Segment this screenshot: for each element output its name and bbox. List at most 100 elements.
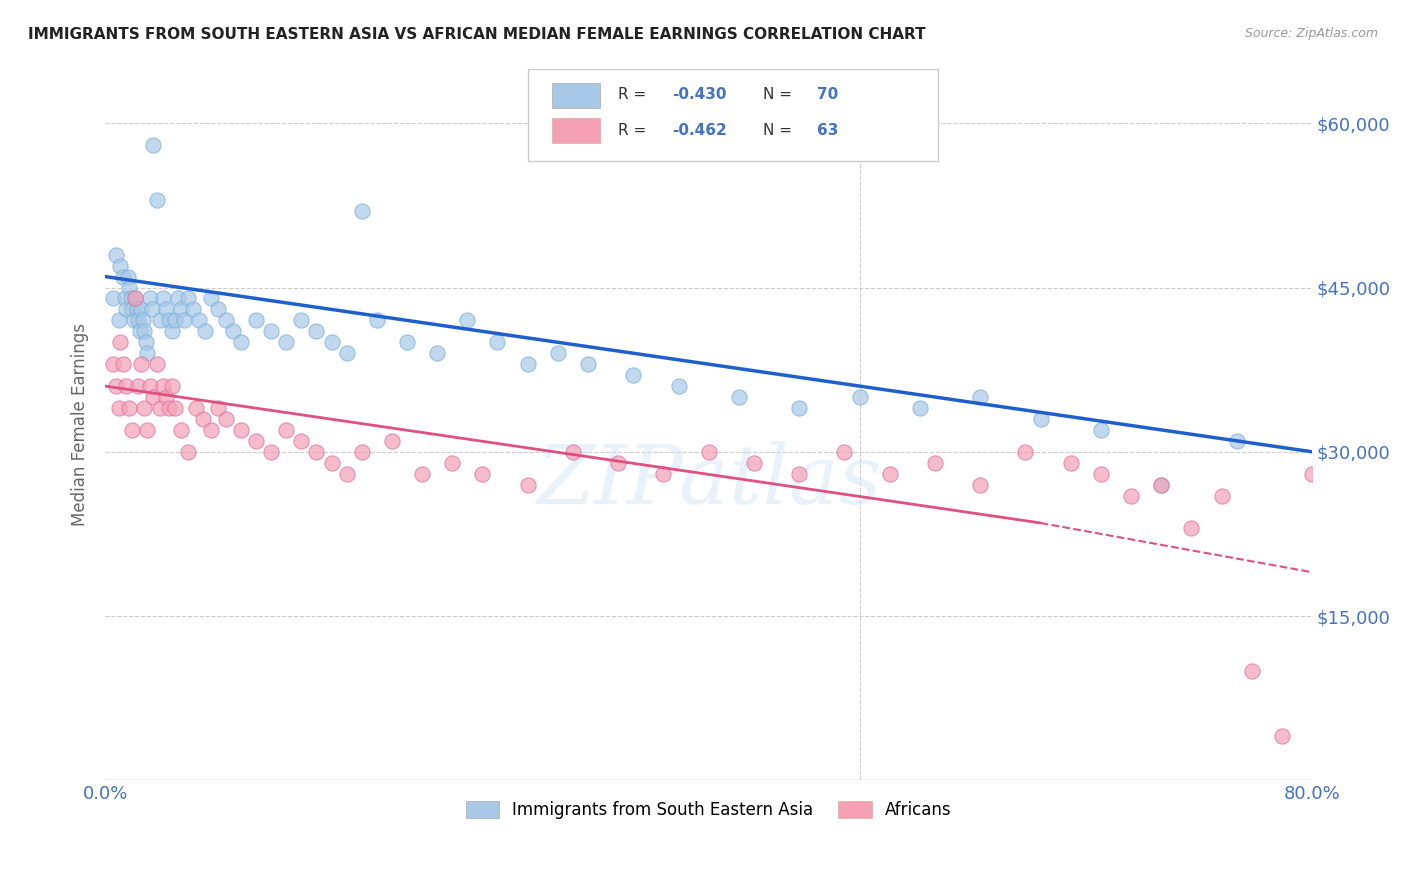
Point xyxy=(118,401,141,415)
Point xyxy=(697,444,720,458)
Point xyxy=(139,379,162,393)
Point xyxy=(121,302,143,317)
Point xyxy=(561,444,583,458)
Point xyxy=(139,292,162,306)
Point xyxy=(127,379,149,393)
FancyBboxPatch shape xyxy=(527,69,938,161)
Text: -0.430: -0.430 xyxy=(672,87,727,103)
Point xyxy=(276,423,298,437)
FancyBboxPatch shape xyxy=(551,119,600,144)
Point xyxy=(441,456,464,470)
Point xyxy=(652,467,675,481)
Point xyxy=(908,401,931,415)
Point xyxy=(222,324,245,338)
Point xyxy=(134,401,156,415)
Point xyxy=(1090,467,1112,481)
Point xyxy=(290,434,312,448)
Point xyxy=(1211,489,1233,503)
Point xyxy=(742,456,765,470)
Point xyxy=(131,302,153,317)
Point xyxy=(136,346,159,360)
Point xyxy=(157,401,180,415)
Point xyxy=(207,401,229,415)
Point xyxy=(260,444,283,458)
Point xyxy=(160,379,183,393)
Point xyxy=(163,313,186,327)
Point xyxy=(141,302,163,317)
Point xyxy=(145,193,167,207)
Point xyxy=(110,259,132,273)
Point xyxy=(169,302,191,317)
Point xyxy=(621,368,644,383)
Point xyxy=(107,401,129,415)
Point xyxy=(163,401,186,415)
Point xyxy=(350,444,373,458)
Point xyxy=(117,269,139,284)
Point xyxy=(305,324,328,338)
Point xyxy=(127,313,149,327)
Point xyxy=(155,302,177,317)
Point xyxy=(142,138,165,153)
Point xyxy=(145,357,167,371)
Point xyxy=(245,313,267,327)
Point xyxy=(112,269,135,284)
Point xyxy=(129,324,152,338)
Point xyxy=(215,412,238,426)
Point xyxy=(1090,423,1112,437)
Point xyxy=(1301,467,1323,481)
Point xyxy=(115,302,138,317)
Point xyxy=(200,423,222,437)
Point xyxy=(157,313,180,327)
Point xyxy=(381,434,404,448)
Text: R =: R = xyxy=(619,87,651,103)
Point xyxy=(124,292,146,306)
Point xyxy=(104,379,127,393)
Text: ZIPatlas: ZIPatlas xyxy=(536,442,882,521)
Point xyxy=(276,335,298,350)
Point xyxy=(155,390,177,404)
Point xyxy=(124,292,146,306)
Text: N =: N = xyxy=(763,123,797,138)
Point xyxy=(1226,434,1249,448)
Point xyxy=(193,412,215,426)
Point xyxy=(177,292,200,306)
Point xyxy=(121,423,143,437)
Point xyxy=(576,357,599,371)
Point xyxy=(187,313,209,327)
FancyBboxPatch shape xyxy=(551,83,600,108)
Point xyxy=(1150,477,1173,491)
Point xyxy=(1014,444,1036,458)
Point xyxy=(152,379,174,393)
Point xyxy=(107,313,129,327)
Point xyxy=(1029,412,1052,426)
Point xyxy=(848,390,870,404)
Point xyxy=(245,434,267,448)
Point xyxy=(184,401,207,415)
Text: 70: 70 xyxy=(817,87,838,103)
Point xyxy=(366,313,388,327)
Point xyxy=(834,444,856,458)
Point xyxy=(132,313,155,327)
Point xyxy=(215,313,238,327)
Text: Source: ZipAtlas.com: Source: ZipAtlas.com xyxy=(1244,27,1378,40)
Point xyxy=(229,423,252,437)
Point xyxy=(1271,730,1294,744)
Point xyxy=(879,467,901,481)
Point xyxy=(727,390,749,404)
Point xyxy=(169,423,191,437)
Point xyxy=(142,390,165,404)
Point xyxy=(411,467,433,481)
Point xyxy=(426,346,449,360)
Point xyxy=(101,357,124,371)
Point xyxy=(122,313,145,327)
Point xyxy=(1240,664,1263,678)
Point xyxy=(456,313,478,327)
Point xyxy=(969,477,991,491)
Point xyxy=(194,324,217,338)
Legend: Immigrants from South Eastern Asia, Africans: Immigrants from South Eastern Asia, Afri… xyxy=(458,794,959,825)
Point xyxy=(516,477,538,491)
Point xyxy=(148,313,170,327)
Point xyxy=(290,313,312,327)
Point xyxy=(200,292,222,306)
Point xyxy=(787,401,810,415)
